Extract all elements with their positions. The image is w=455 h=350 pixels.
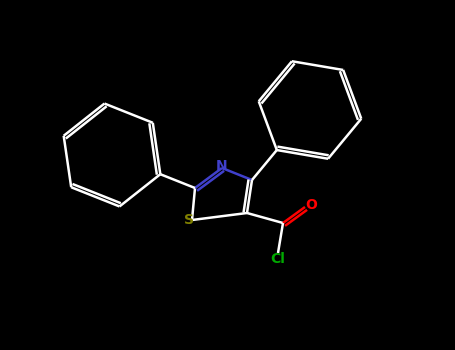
- Text: S: S: [184, 213, 194, 227]
- Text: O: O: [305, 198, 317, 212]
- Text: N: N: [216, 159, 228, 173]
- Text: Cl: Cl: [271, 252, 285, 266]
